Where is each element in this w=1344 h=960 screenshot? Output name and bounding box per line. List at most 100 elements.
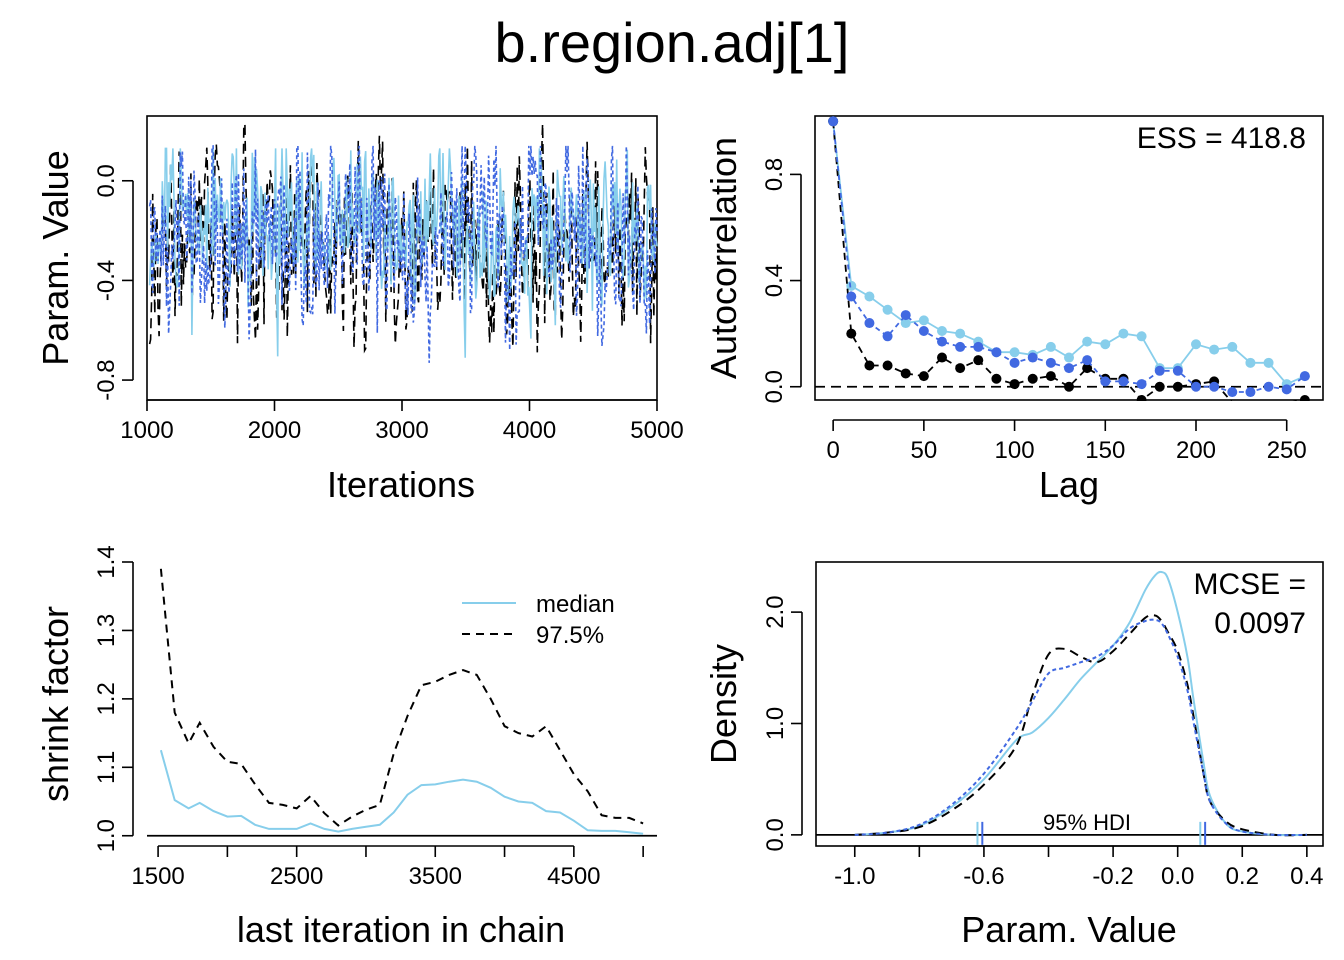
trace-axes: 1000 2000 3000 4000 5000 -0.8 -0.4 0.0 [93, 164, 684, 444]
x-tick-label: -0.2 [1092, 863, 1133, 890]
legend-975-label: 97.5% [536, 622, 604, 649]
trace-series-line [148, 123, 658, 354]
x-tick-label: 200 [1176, 437, 1216, 464]
acf-clip-mask [815, 401, 1323, 405]
acf-point [1209, 381, 1220, 392]
y-tick-label: 1.4 [93, 545, 120, 578]
figure-title: b.region.adj[1] [495, 11, 850, 74]
acf-point [955, 341, 966, 352]
acf-point [900, 368, 911, 379]
trace-ylabel: Param. Value [35, 150, 76, 365]
shrink-median-line [159, 749, 644, 835]
shrink-axes: 1500 2500 3500 4500 1.0 1.1 1.2 1.3 1.4 [93, 545, 644, 890]
acf-point [1136, 379, 1147, 390]
acf-point [955, 328, 966, 339]
x-tick-label: -1.0 [834, 863, 875, 890]
x-tick-label: 3500 [409, 863, 462, 890]
acf-point [1064, 381, 1074, 392]
acf-point [1082, 363, 1093, 374]
acf-point [955, 363, 966, 374]
x-tick-label: 4000 [503, 417, 556, 444]
acf-point [1045, 341, 1056, 352]
x-tick-label: 250 [1267, 437, 1307, 464]
acf-point [1027, 352, 1038, 363]
x-tick-label: 4500 [547, 863, 600, 890]
acf-point [937, 352, 947, 363]
y-tick-label: 1.1 [93, 751, 120, 784]
acf-point [1100, 376, 1111, 387]
density-series-curve [854, 618, 1307, 837]
acf-point [882, 360, 893, 371]
acf-point [1263, 357, 1274, 368]
y-tick-label: 1.2 [93, 682, 120, 715]
x-tick-label: 1500 [131, 863, 184, 890]
acf-series-group [815, 116, 1323, 405]
acf-point [1082, 336, 1093, 347]
acf-point [864, 360, 875, 371]
x-tick-label: 0 [826, 437, 839, 464]
acf-point [991, 347, 1002, 358]
acf-point [1245, 387, 1256, 398]
density-ylabel: Density [703, 644, 744, 764]
acf-point [1009, 347, 1020, 358]
trace-series-line [148, 144, 658, 363]
acf-point [1082, 355, 1093, 366]
acf-point [973, 355, 984, 366]
shrink-xlabel: last iteration in chain [237, 909, 565, 950]
x-tick-label: 3000 [375, 417, 428, 444]
y-tick-label: 1.3 [93, 614, 120, 647]
shrink-factor-plot: 1500 2500 3500 4500 1.0 1.1 1.2 1.3 1.4 median 9… [35, 545, 657, 950]
acf-point [1209, 344, 1220, 355]
acf-ylabel: Autocorrelation [703, 137, 744, 379]
trace-xlabel: Iterations [327, 464, 475, 505]
acf-point [1100, 339, 1111, 350]
density-series-curve [854, 614, 1307, 837]
acf-point [828, 116, 839, 127]
acf-point [1154, 381, 1165, 392]
shrink-legend: median 97.5% [462, 591, 615, 649]
acf-point [1227, 341, 1238, 352]
acf-point [937, 336, 947, 347]
acf-point [973, 341, 984, 352]
acf-point [1227, 387, 1238, 398]
y-tick-label: -0.4 [93, 260, 120, 301]
acf-point [864, 318, 875, 329]
y-tick-label: 0.0 [761, 370, 788, 403]
y-tick-label: 0.4 [761, 264, 788, 297]
shrink-975-line [159, 568, 644, 827]
trace-series-group [148, 123, 658, 363]
acf-point [1118, 328, 1129, 339]
acf-point [1281, 384, 1292, 395]
acf-point [1009, 357, 1020, 368]
acf-point [882, 304, 893, 315]
acf-point [918, 315, 929, 326]
ess-annotation: ESS = 418.8 [1137, 122, 1306, 155]
acf-point [918, 325, 929, 336]
density-series-curve [854, 570, 1307, 837]
x-tick-label: 150 [1085, 437, 1125, 464]
y-tick-label: -0.8 [93, 359, 120, 400]
acf-point [1118, 376, 1129, 387]
x-tick-label: 2500 [270, 863, 323, 890]
acf-point [991, 373, 1002, 384]
y-tick-label: 0.8 [761, 158, 788, 191]
acf-point [1172, 365, 1183, 376]
x-tick-label: 0.2 [1226, 863, 1259, 890]
acf-point [1299, 371, 1310, 382]
x-tick-label: 0.0 [1161, 863, 1194, 890]
legend-median-label: median [536, 591, 615, 618]
acf-point [864, 291, 875, 302]
density-xlabel: Param. Value [961, 909, 1176, 950]
acf-point [1064, 363, 1074, 374]
acf-series-line [832, 121, 1306, 404]
acf-point [937, 325, 947, 336]
acf-point [1045, 357, 1056, 368]
acf-point [900, 318, 911, 329]
acf-point [1154, 365, 1165, 376]
y-tick-label: 2.0 [762, 595, 789, 628]
shrink-ylabel: shrink factor [35, 606, 76, 802]
x-tick-label: 50 [911, 437, 938, 464]
y-tick-label: 1.0 [762, 707, 789, 740]
trace-plot: 1000 2000 3000 4000 5000 -0.8 -0.4 0.0 Iteratio… [35, 115, 684, 505]
acf-point [846, 328, 857, 339]
